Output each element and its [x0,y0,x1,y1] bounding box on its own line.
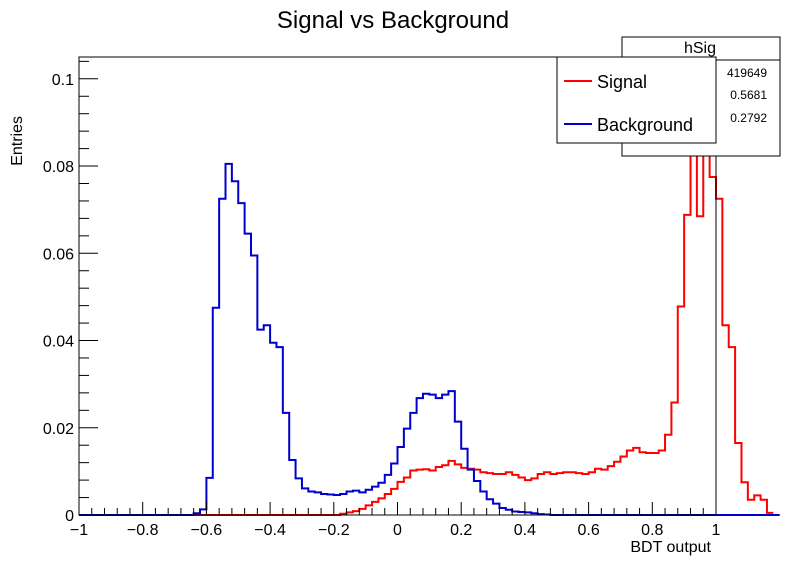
chart-title: Signal vs Background [277,7,509,34]
x-axis-label: BDT output [630,539,711,556]
x-tick-label: 0.4 [514,522,536,539]
x-tick-label: −0.8 [127,522,159,539]
series-line-background [79,162,780,516]
x-tick-label: −0.4 [254,522,286,539]
x-tick-label: 1 [712,522,721,539]
x-tick-label: −1 [70,522,88,539]
x-tick-label: 0 [393,522,402,539]
x-tick-label: 0.6 [577,522,599,539]
y-axis-label: Entries [9,116,26,166]
y-tick-label: 0.06 [43,246,74,263]
x-tick-label: −0.6 [191,522,223,539]
y-tick-label: 0.04 [43,334,74,351]
y-axis: 0 0.02 0.04 0.06 0.08 0.1 [43,60,98,525]
y-tick-label: 0 [65,508,74,525]
x-axis: −1 −0.8 −0.6 −0.4 −0.2 0 0.2 0.4 0.6 0.8 1 [70,502,721,539]
stats-box-value: 0.2792 [730,111,767,125]
x-tick-label: 0.8 [641,522,663,539]
y-tick-label: 0.02 [43,421,74,438]
stats-box-value: 0.5681 [730,88,767,102]
y-tick-label: 0.1 [52,72,74,89]
y-tick-label: 0.08 [43,159,74,176]
legend: Signal Background [556,56,717,144]
legend-label-signal: Signal [597,72,647,92]
stats-box-name: hSig [684,40,716,57]
x-tick-label: 0.2 [450,522,472,539]
stats-box-value: 419649 [727,66,767,80]
legend-label-background: Background [597,115,693,135]
x-tick-label: −0.2 [318,522,350,539]
legend-frame [556,56,717,144]
